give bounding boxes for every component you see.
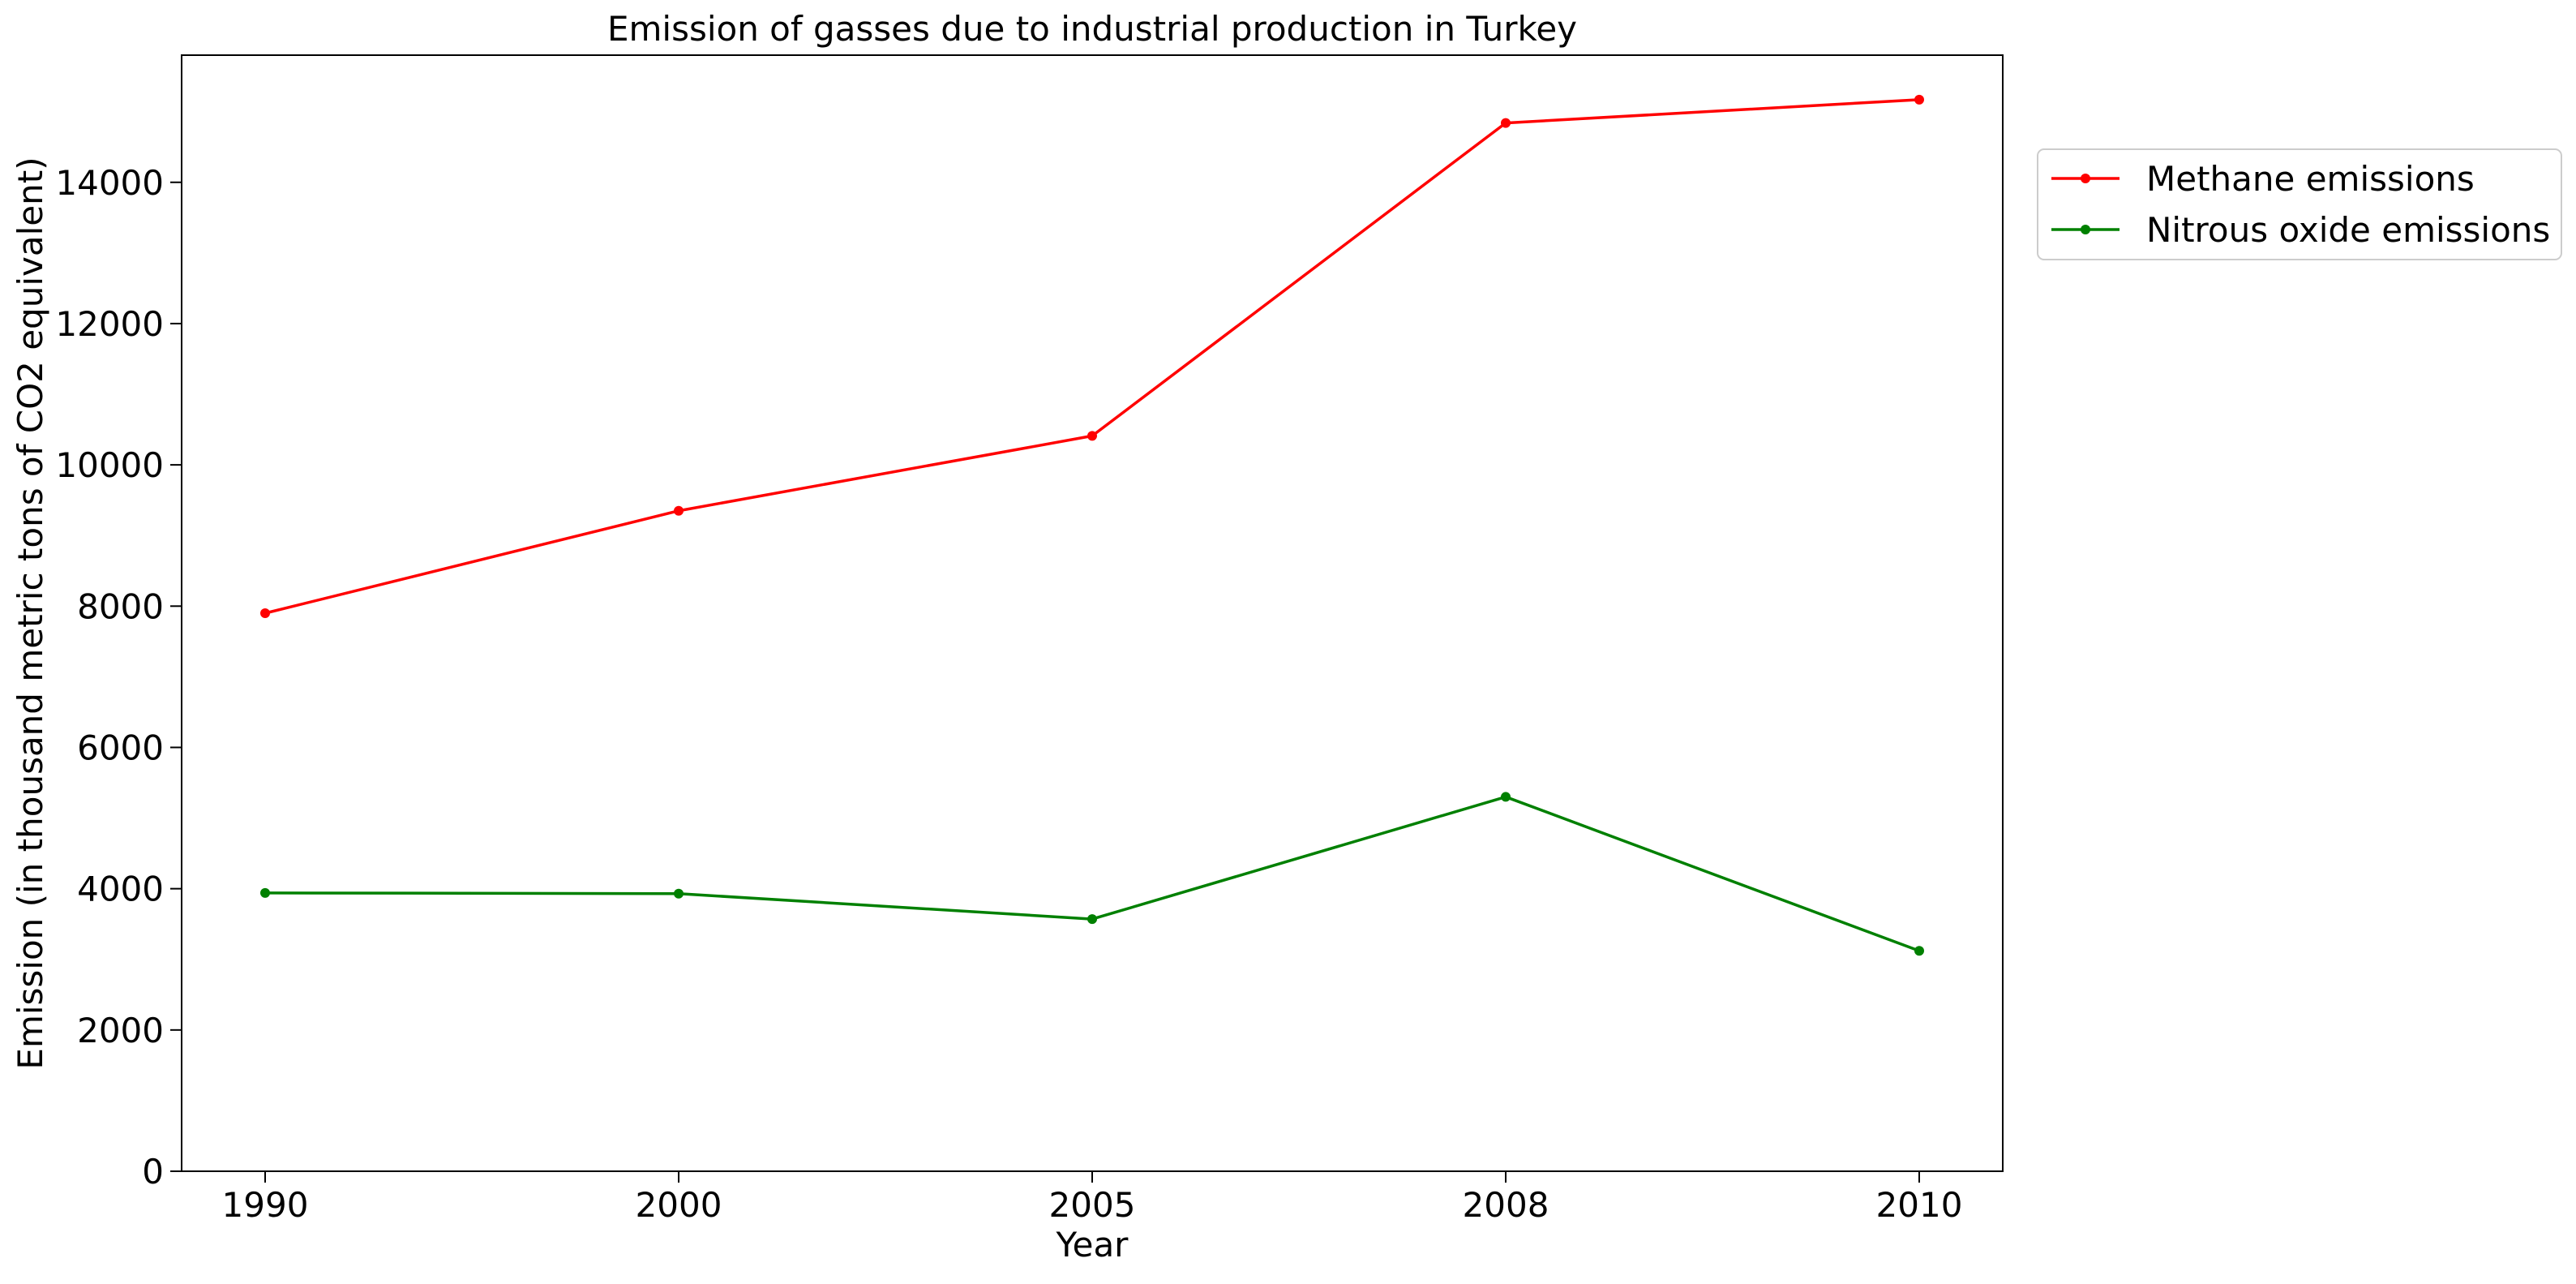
legend-frame xyxy=(2037,148,2562,260)
y-tick-label: 2000 xyxy=(77,1011,164,1050)
x-tick-label: 2008 xyxy=(1463,1185,1549,1225)
data-point xyxy=(1501,792,1511,802)
data-point xyxy=(1087,431,1097,441)
y-tick-label: 6000 xyxy=(77,728,164,767)
y-tick-label: 4000 xyxy=(77,870,164,909)
y-tick-label: 8000 xyxy=(77,586,164,626)
legend-marker xyxy=(2081,225,2090,234)
x-axis-label: Year xyxy=(1056,1225,1129,1265)
x-tick-label: 2005 xyxy=(1049,1185,1136,1225)
legend-marker xyxy=(2081,174,2090,183)
data-point xyxy=(260,608,270,618)
data-point xyxy=(1914,946,1924,956)
legend-label: Nitrous oxide emissions xyxy=(2146,210,2550,250)
y-axis: 0 2000 4000 6000 8000 10000 12000 14000 xyxy=(55,163,182,1192)
y-tick-label: 0 xyxy=(142,1152,164,1192)
y-tick-label: 12000 xyxy=(55,304,164,344)
chart-title: Emission of gasses due to industrial pro… xyxy=(607,9,1577,49)
x-tick-label: 2000 xyxy=(636,1185,722,1225)
y-axis-label: Emission (in thousand metric tons of CO2… xyxy=(11,157,50,1069)
data-point xyxy=(674,505,684,516)
legend-label: Methane emissions xyxy=(2146,159,2475,199)
data-point xyxy=(260,887,270,898)
x-tick-label: 2010 xyxy=(1876,1185,1963,1225)
data-point xyxy=(1501,118,1511,128)
y-tick-label: 14000 xyxy=(55,163,164,203)
legend: Methane emissions Nitrous oxide emissions xyxy=(2037,148,2562,260)
data-point xyxy=(1087,914,1097,925)
plot-area xyxy=(260,94,1924,956)
y-tick-label: 10000 xyxy=(55,445,164,485)
x-tick-label: 1990 xyxy=(222,1185,309,1225)
x-axis: 1990 2000 2005 2008 2010 xyxy=(222,1171,1963,1225)
data-point xyxy=(1914,94,1924,105)
data-point xyxy=(674,888,684,899)
